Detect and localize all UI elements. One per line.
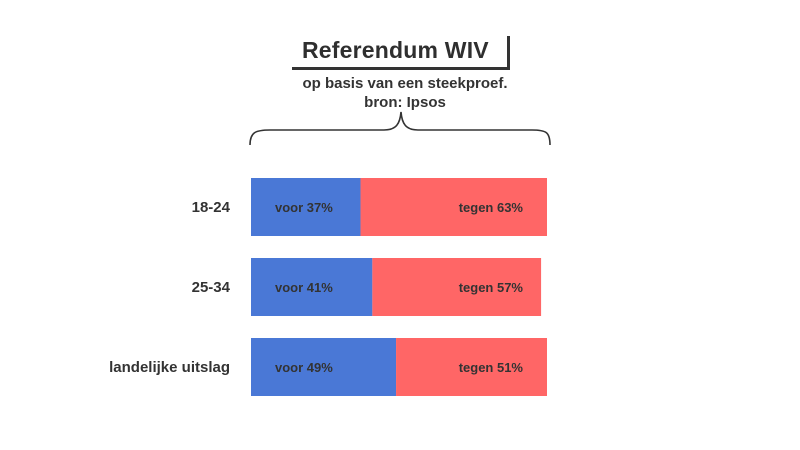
title-box: Referendum WIV [292,36,510,70]
chart-title: Referendum WIV [302,37,489,63]
bar-segment-voor [251,258,373,316]
title-underline [292,67,510,70]
curly-brace-icon [249,111,551,146]
bar-label-tegen: tegen 57% [459,280,524,295]
subtitle-source: bron: Ipsos [364,94,446,111]
category-label: 18-24 [192,199,231,216]
subtitle-line-1: op basis van een steekproef. [302,75,508,92]
bar-label-tegen: tegen 63% [459,200,524,215]
bar-label-voor: voor 49% [275,360,333,375]
bar-segment-tegen [396,338,547,396]
title-vertical-bar [507,36,510,70]
chart-subtitle: op basis van een steekproef. bron: Ipsos [250,74,560,112]
bar-label-voor: voor 37% [275,200,333,215]
bar-segment-tegen [372,258,542,316]
category-label: landelijke uitslag [109,359,230,376]
bar-segment-tegen [360,178,547,236]
bar-label-voor: voor 41% [275,280,333,295]
bar-segment-voor [251,178,361,236]
bar-segment-voor [251,338,397,396]
bar-label-tegen: tegen 51% [459,360,524,375]
category-label: 25-34 [192,279,231,296]
